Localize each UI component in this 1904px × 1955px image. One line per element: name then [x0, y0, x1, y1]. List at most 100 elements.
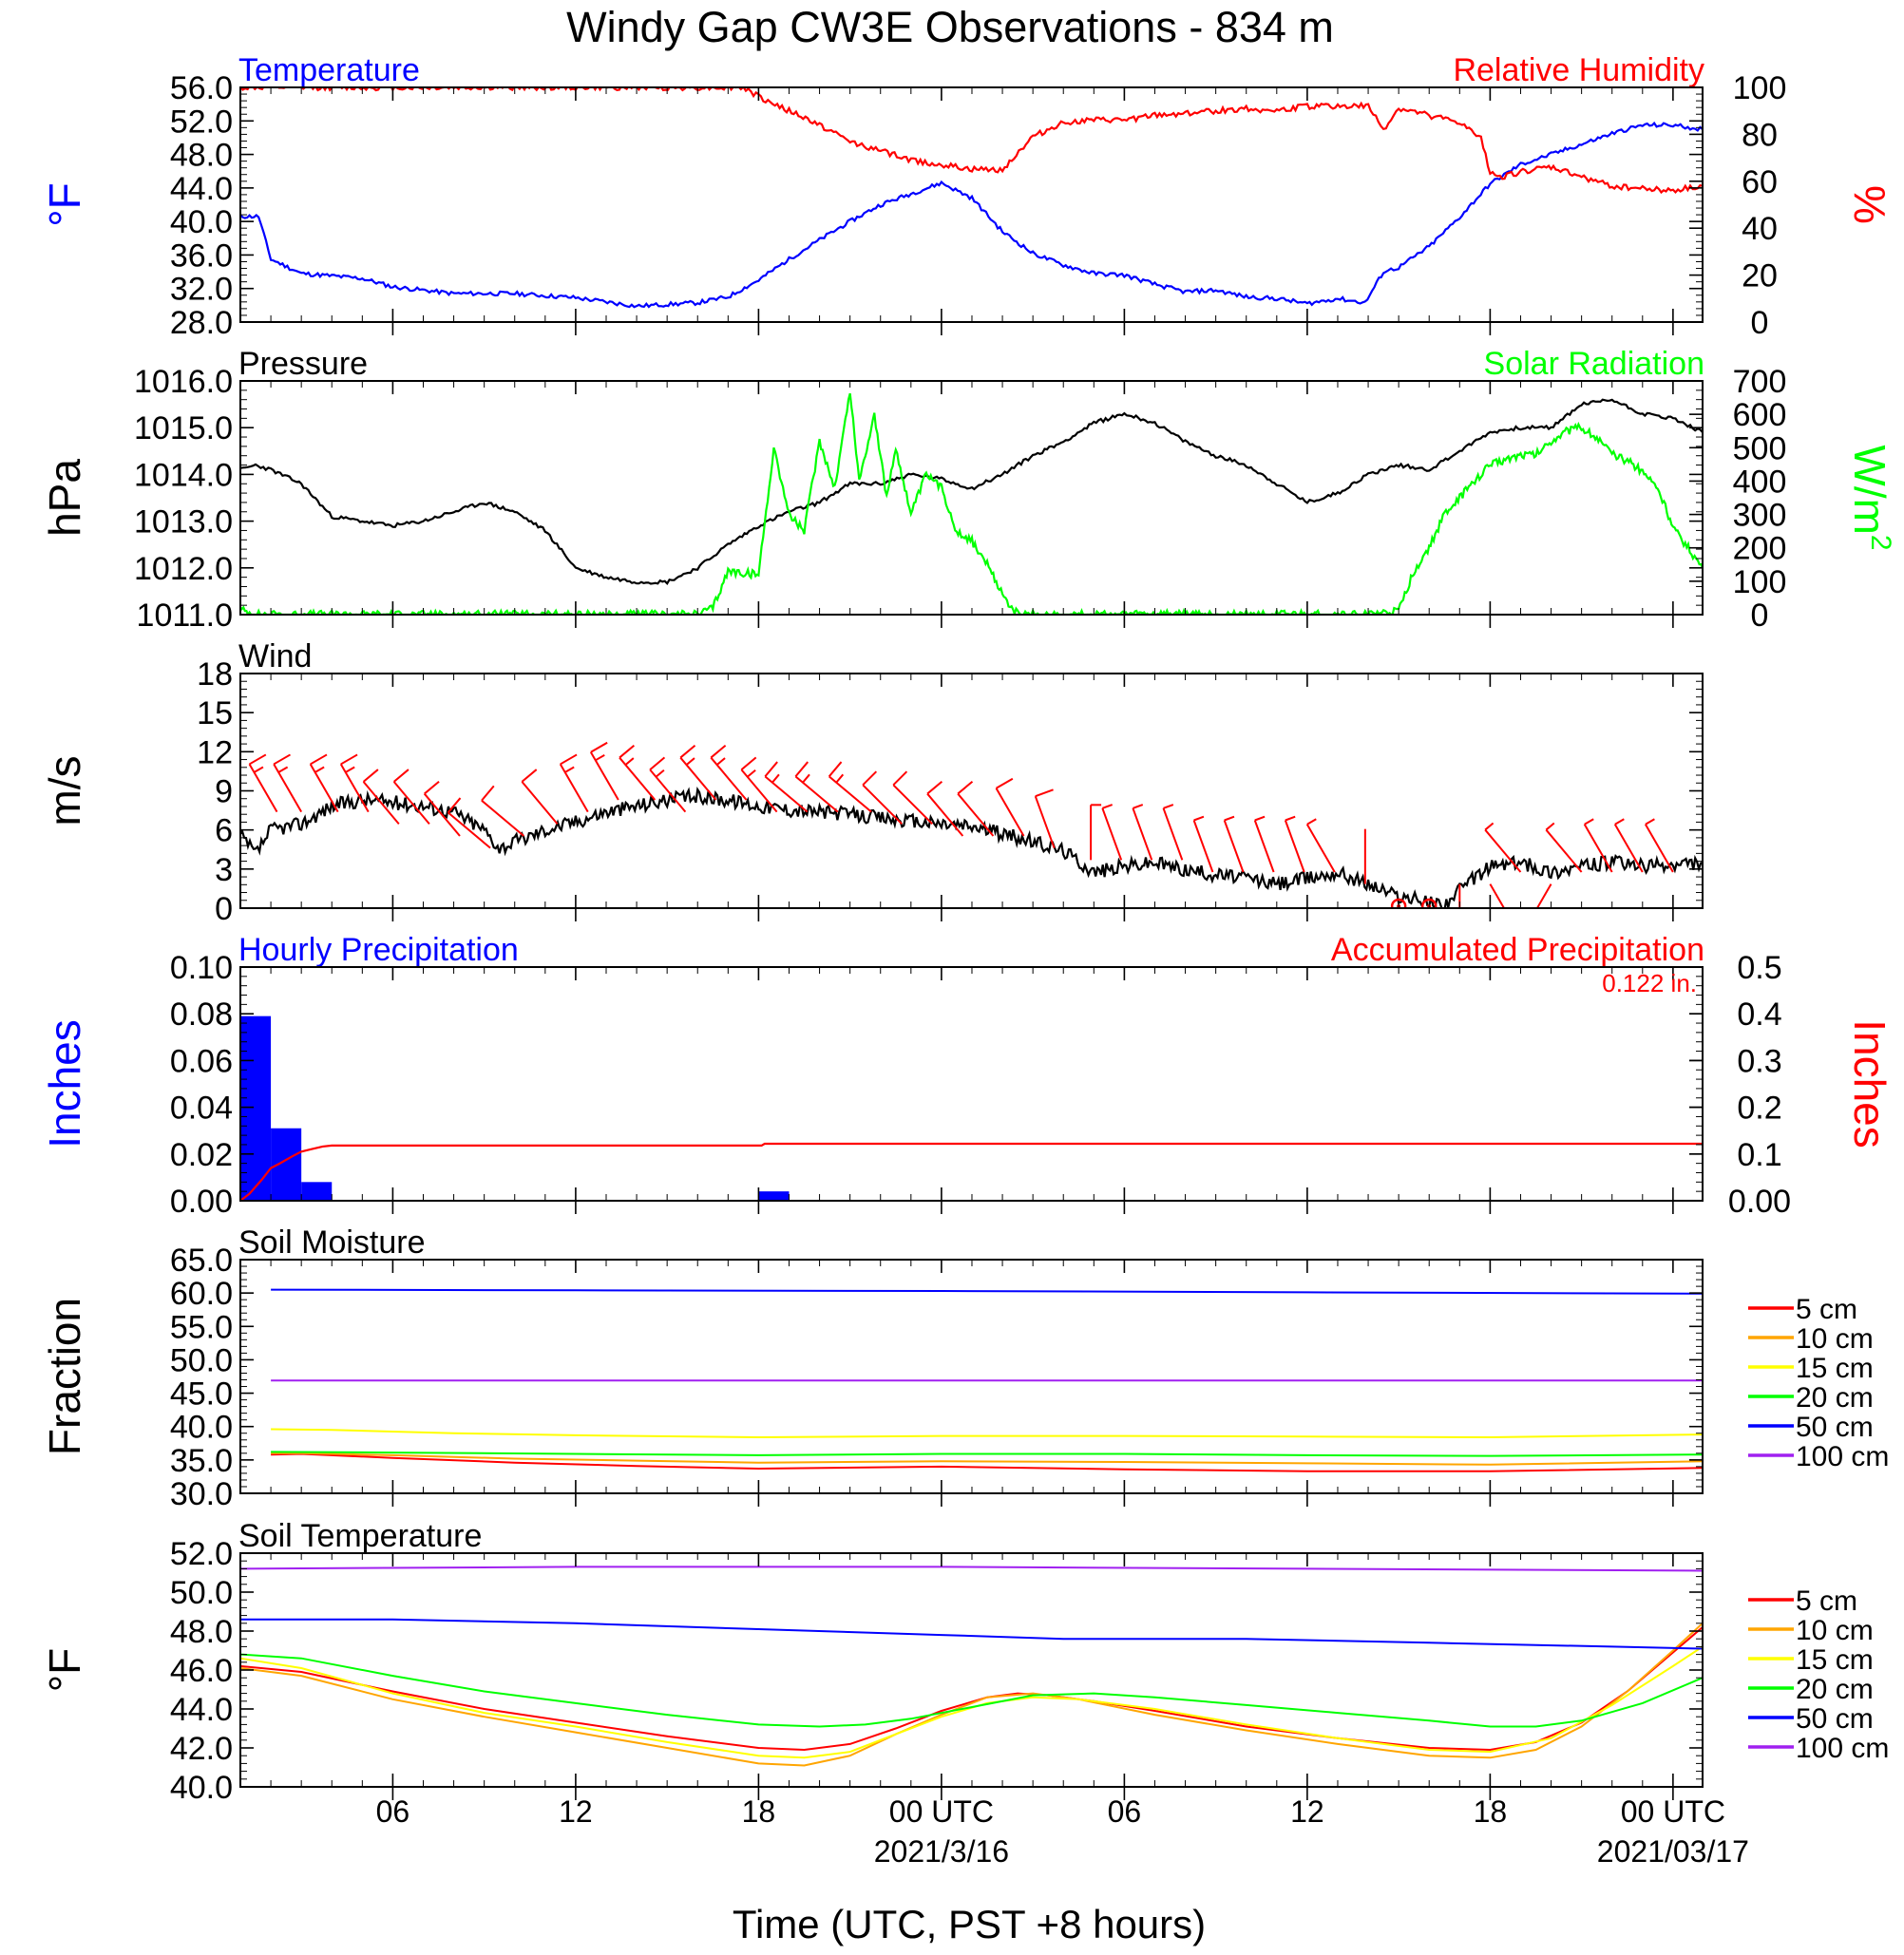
precip-bar [758, 1191, 790, 1201]
y-tick-label-left: 0.08 [170, 996, 233, 1033]
legend-label: 50 cm [1796, 1412, 1874, 1443]
wind-barb [1645, 824, 1674, 873]
y-tick-label-right: 0.3 [1737, 1043, 1781, 1079]
wind-barb [1162, 807, 1184, 861]
y-tick-label-left: 60.0 [170, 1276, 233, 1312]
legend-label: 50 cm [1796, 1703, 1874, 1735]
panel-title-right: Relative Humidity [1453, 52, 1704, 88]
wind-barb-flag [747, 769, 756, 778]
panel-precip: 0.10 0.08 0.06 0.04 0.02 0.00 0.5 0.4 0.3 0.2 0.1 0… [40, 932, 1894, 1220]
legend-label: 5 cm [1796, 1294, 1857, 1325]
wind-barb-flag [1163, 804, 1174, 809]
wind-barb [828, 775, 872, 813]
wind-barb-flag [926, 780, 943, 795]
y-tick-label-right: 500 [1733, 430, 1787, 466]
wind-barb [1132, 807, 1153, 861]
wind-barb [273, 763, 303, 813]
time-axis: 06 12 18 00 UTC 06 12 18 00 UTC 2021/3/16 2021/03… [376, 1794, 1749, 1869]
y-axis-label-right: W/m2 [1845, 445, 1896, 550]
x-tick-label: 18 [1474, 1794, 1508, 1829]
panel-frame [239, 1552, 1704, 1788]
y-tick-label-left: 45.0 [170, 1376, 233, 1413]
x-axis-label: Time (UTC, PST +8 hours) [733, 1902, 1206, 1946]
series-line-20-cm [271, 1451, 1703, 1457]
y-tick-label-left: 15 [197, 695, 233, 731]
wind-barb-flag [248, 753, 267, 766]
y-tick-label-right: 700 [1733, 364, 1787, 400]
plot-area [271, 1288, 1703, 1472]
wind-barb-flag [253, 766, 264, 773]
wind-barb [1034, 795, 1056, 849]
wind-barb [995, 788, 1025, 837]
series-line-relative-humidity [240, 87, 1703, 195]
series-line-100-cm [240, 1566, 1703, 1572]
y-tick-label-right: 0.00 [1728, 1184, 1791, 1220]
y-tick-label-left: 0.00 [170, 1184, 233, 1220]
y-axis-label-left: Inches [40, 1019, 89, 1148]
series-line-15-cm [271, 1428, 1703, 1439]
x-tick-label: 00 UTC [889, 1794, 994, 1829]
wind-barb [740, 769, 778, 813]
wind-barb-flag [564, 766, 575, 773]
y-tick-label-left: 1013.0 [134, 504, 233, 541]
wind-barb-flag [740, 756, 757, 771]
y-tick-label-left: 42.0 [170, 1731, 233, 1767]
wind-barb [1223, 820, 1245, 873]
panel-frame [239, 966, 1704, 1202]
wind-barb [339, 763, 370, 813]
wind-barb-flag [828, 761, 843, 778]
y-tick-label-left: 1012.0 [134, 551, 233, 587]
wind-barb-flag [957, 780, 974, 795]
y-tick-label-right: 0 [1751, 598, 1769, 634]
series-line-5-cm [271, 1452, 1703, 1472]
legend-label: 100 cm [1796, 1441, 1889, 1472]
panel-title-left: Pressure [238, 346, 368, 382]
y-tick-label-left: 0.04 [170, 1091, 233, 1127]
wind-barb-flag [340, 753, 358, 766]
y-tick-label-left: 52.0 [170, 104, 233, 140]
wind-barb [362, 781, 400, 825]
y-tick-label-left: 46.0 [170, 1653, 233, 1689]
y-tick-label-left: 9 [215, 774, 233, 810]
y-tick-label-right: 0.4 [1737, 996, 1781, 1033]
wind-barb-flag [590, 741, 608, 753]
wind-barb-flag [424, 780, 440, 795]
panel-title-left: Temperature [238, 52, 420, 88]
wind-barb [892, 784, 933, 826]
y-axis-label-right: % [1845, 185, 1894, 224]
plot-area [240, 741, 1703, 908]
wind-barb [589, 751, 619, 801]
x-tick-label: 06 [1108, 1794, 1142, 1829]
wind-barb-flag [1306, 818, 1317, 826]
y-tick-label-left: 55.0 [170, 1309, 233, 1345]
y-tick-label-right: 200 [1733, 531, 1787, 567]
wind-barb [1583, 824, 1613, 873]
x-tick-label: 12 [559, 1794, 593, 1829]
x-tick-label: 06 [376, 1794, 410, 1829]
series-line-temperature [240, 121, 1703, 309]
wind-barb-flag [1254, 815, 1266, 822]
series-line-solar-radiation [240, 392, 1703, 615]
y-tick-label-left: 32.0 [170, 272, 233, 308]
y-tick-label-left: 35.0 [170, 1443, 233, 1479]
y-tick-label-left: 48.0 [170, 138, 233, 174]
wind-barb [1192, 820, 1214, 873]
wind-barb-flag [802, 773, 810, 784]
y-tick-label-right: 300 [1733, 498, 1787, 534]
y-axis-label-left: °F [40, 1648, 89, 1693]
wind-barb-flag [1133, 804, 1144, 809]
series-line-5-cm [240, 1626, 1703, 1752]
wind-barb-flag [1035, 788, 1054, 798]
y-axis-label-left: hPa [40, 459, 89, 537]
panels: 56.052.048.044.040.036.032.028.010080604… [40, 52, 1896, 1806]
y-tick-label-left: 56.0 [170, 70, 233, 106]
y-tick-label-right: 100 [1733, 564, 1787, 600]
wind-barb [309, 763, 339, 813]
wind-barb [521, 781, 559, 825]
wind-barb-flag [560, 753, 578, 766]
wind-barb [1613, 824, 1644, 873]
wind-barb-flag [619, 744, 636, 759]
wind-barb-flag [794, 761, 809, 778]
wind-barb-flag [521, 769, 538, 783]
